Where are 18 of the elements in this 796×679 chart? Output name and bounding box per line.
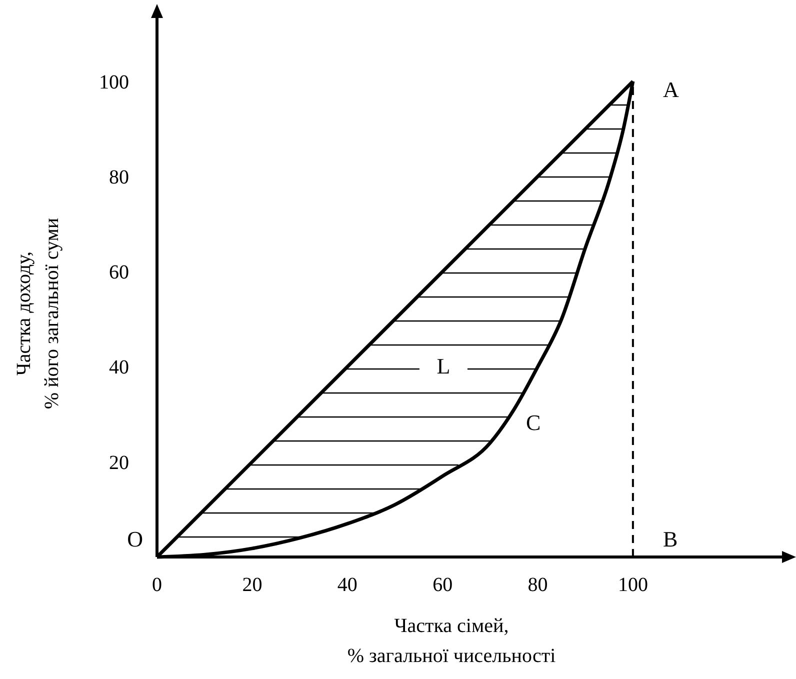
x-tick-label: 20 [242,574,262,596]
x-tick-label: 60 [432,574,453,596]
x-tick-label: 100 [618,574,648,596]
y-tick-label: 20 [109,452,129,474]
y-axis-title: Частка доходу, % його загальної суми [13,218,63,410]
x-tick-label: 40 [337,574,358,596]
y-tick-label: 60 [109,262,129,284]
x-tick-label: 80 [528,574,548,596]
annotation: C [526,410,541,436]
annotation: B [662,526,678,552]
annotation: O [127,526,143,552]
x-axis-title: Частка сімей, % загальної чисельності [347,615,556,667]
annotation: A [662,77,679,102]
y-tick-label: 40 [109,356,129,379]
y-tick-label: 100 [99,71,129,94]
annotation: L [436,353,450,378]
x-tick-label: 0 [152,574,162,596]
y-tick-label: 80 [109,166,129,188]
